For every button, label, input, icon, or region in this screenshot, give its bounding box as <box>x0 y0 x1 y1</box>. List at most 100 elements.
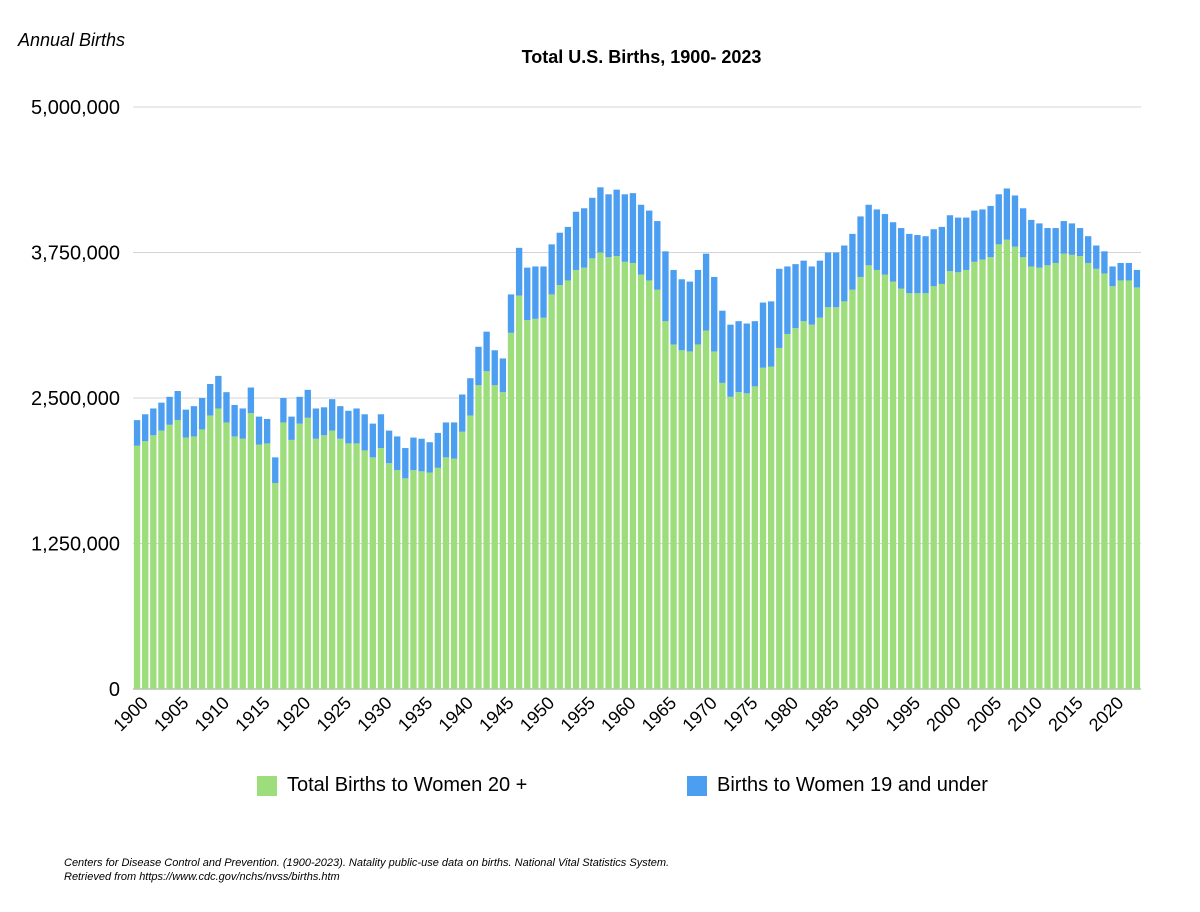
bar-women-20-plus <box>426 472 433 689</box>
bar-women-19-under <box>889 222 897 282</box>
bar-women-19-under <box>1036 223 1043 268</box>
bar-women-20-plus <box>402 478 409 689</box>
bar-women-19-under <box>532 266 539 319</box>
bar-women-19-under <box>1133 269 1141 288</box>
bar-women-20-plus <box>1125 280 1132 689</box>
bar-women-20-plus <box>190 436 198 689</box>
bar-women-19-under <box>865 204 872 266</box>
bar-women-19-under <box>263 418 271 444</box>
bar-women-20-plus <box>1093 268 1100 689</box>
bar-women-19-under <box>784 266 791 334</box>
bar-women-19-under <box>841 245 848 302</box>
bar-women-20-plus <box>499 392 507 689</box>
bar-women-20-plus <box>377 448 385 689</box>
bar-women-20-plus <box>369 457 376 689</box>
x-tick-label: 2010 <box>1004 693 1046 735</box>
bar-women-20-plus <box>776 347 783 689</box>
bar-women-20-plus <box>963 269 970 689</box>
bar-women-20-plus <box>816 317 824 689</box>
bar-women-19-under <box>979 209 986 260</box>
bar-women-20-plus <box>515 295 523 689</box>
x-tick-label: 2015 <box>1044 693 1086 735</box>
bar-women-20-plus <box>556 285 563 689</box>
bar-women-19-under <box>312 408 320 439</box>
bar-women-20-plus <box>824 307 832 689</box>
bar-women-19-under <box>394 436 401 471</box>
bar-women-19-under <box>629 193 637 263</box>
bar-women-19-under <box>572 211 580 270</box>
x-tick-labels: 1900190519101915192019251930193519401945… <box>109 693 1127 735</box>
bar-women-20-plus <box>767 366 775 689</box>
bar-women-19-under <box>288 416 295 440</box>
bar-women-19-under <box>1068 223 1076 255</box>
y-tick-label: 1,250,000 <box>31 534 120 556</box>
bar-women-19-under <box>1109 266 1116 287</box>
bar-women-20-plus <box>133 445 141 689</box>
bar-women-20-plus <box>1011 246 1019 689</box>
bar-women-20-plus <box>849 289 856 689</box>
bar-women-20-plus <box>475 385 482 689</box>
bar-women-19-under <box>377 414 385 449</box>
x-tick-label: 2005 <box>963 693 1005 735</box>
bar-women-20-plus <box>735 392 742 689</box>
bar-women-20-plus <box>198 429 206 689</box>
bar-women-19-under <box>605 194 612 258</box>
bar-women-19-under <box>410 437 417 471</box>
bar-women-20-plus <box>1076 255 1084 689</box>
bar-women-19-under <box>702 253 710 331</box>
bar-women-19-under <box>556 232 563 286</box>
bar-women-19-under <box>621 194 628 262</box>
x-tick-label: 1910 <box>191 693 233 735</box>
bar-women-20-plus <box>784 333 791 689</box>
bar-women-20-plus <box>654 289 661 689</box>
bar-women-20-plus <box>394 470 401 689</box>
bar-women-20-plus <box>1068 254 1076 689</box>
bar-women-19-under <box>548 244 555 295</box>
bar-women-20-plus <box>434 467 442 689</box>
bar-women-19-under <box>759 302 767 368</box>
bar-women-20-plus <box>711 351 718 689</box>
legend-label: Total Births to Women 20 + <box>287 774 528 796</box>
bar-women-20-plus <box>166 424 173 689</box>
bar-women-20-plus <box>792 328 799 689</box>
bar-women-20-plus <box>605 257 612 689</box>
bar-women-20-plus <box>385 463 393 689</box>
bar-women-19-under <box>686 281 694 352</box>
bar-women-20-plus <box>727 396 734 689</box>
bar-women-19-under <box>418 438 425 472</box>
bar-women-20-plus <box>678 350 685 689</box>
bar-women-20-plus <box>142 441 149 689</box>
bar-women-20-plus <box>589 258 596 689</box>
bar-women-20-plus <box>418 471 425 689</box>
bar-women-19-under <box>1060 221 1067 254</box>
bar-women-19-under <box>491 350 498 386</box>
bar-women-19-under <box>450 422 458 459</box>
bar-women-19-under <box>247 387 255 414</box>
bar-women-19-under <box>954 217 962 273</box>
bar-women-20-plus <box>507 332 515 689</box>
bar-women-19-under <box>857 216 864 277</box>
bar-women-19-under <box>719 310 726 383</box>
bar-women-19-under <box>320 407 328 436</box>
bar-women-20-plus <box>459 431 466 689</box>
bar-women-20-plus <box>239 438 246 689</box>
bar-women-20-plus <box>954 272 962 689</box>
bar-women-20-plus <box>1109 286 1116 689</box>
bar-women-19-under <box>369 423 376 458</box>
bar-women-19-under <box>832 252 840 308</box>
bar-women-19-under <box>930 229 937 287</box>
bar-women-20-plus <box>841 301 848 689</box>
bar-women-20-plus <box>946 271 954 689</box>
bar-women-19-under <box>207 384 214 416</box>
x-tick-label: 1920 <box>272 693 314 735</box>
bar-women-20-plus <box>694 344 702 689</box>
bar-women-20-plus <box>938 283 946 689</box>
bar-women-20-plus <box>865 265 872 689</box>
bar-women-20-plus <box>995 244 1002 690</box>
bar-women-20-plus <box>759 367 767 689</box>
source-line-2: Retrieved from https://www.cdc.gov/nchs/… <box>64 871 340 883</box>
bar-women-19-under <box>1101 251 1108 274</box>
bar-women-19-under <box>1076 228 1084 256</box>
bar-women-20-plus <box>491 385 498 689</box>
bar-women-20-plus <box>1044 265 1051 689</box>
